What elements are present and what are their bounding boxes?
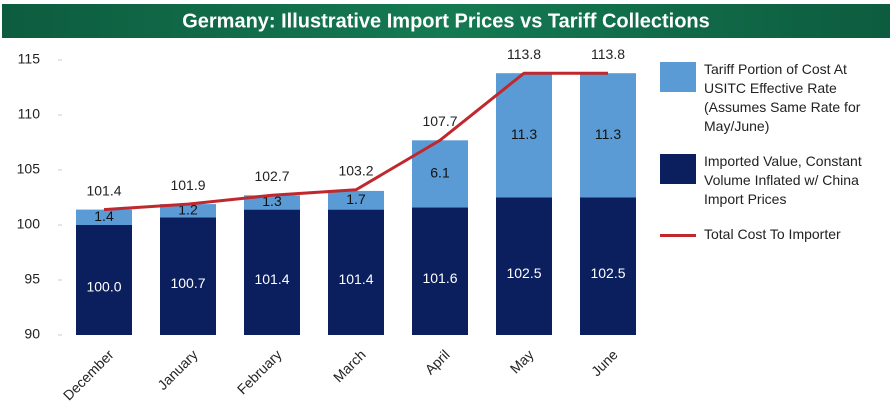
data-label: 100.7 (170, 275, 205, 291)
bar-segment (496, 197, 552, 335)
bar-segment (412, 207, 468, 335)
line-series (103, 71, 608, 212)
data-label: 101.4 (338, 271, 373, 287)
total-label: 102.7 (254, 168, 289, 184)
y-tick-label: 115 (18, 51, 41, 67)
y-tick-label: 105 (17, 161, 41, 177)
legend-item: Tariff Portion of Cost At USITC Effectiv… (660, 60, 890, 136)
y-tick-label: 90 (24, 326, 40, 342)
bar-segment (160, 217, 216, 335)
data-label: 1.4 (94, 208, 114, 224)
bar-segment (580, 73, 636, 198)
total-label: 113.8 (507, 46, 541, 62)
chart-title: Germany: Illustrative Import Prices vs T… (182, 10, 710, 32)
data-label: 102.5 (590, 265, 625, 281)
total-label: 107.7 (422, 113, 457, 129)
y-tick-label: 95 (24, 271, 40, 287)
data-label: 101.4 (254, 271, 289, 287)
x-tick-label: April (422, 346, 453, 377)
data-label: 1.7 (346, 191, 366, 207)
legend-swatch (660, 234, 696, 237)
data-label: 11.3 (595, 126, 621, 142)
legend-label: Tariff Portion of Cost At USITC Effectiv… (704, 61, 861, 134)
legend-label: Imported Value, Constant Volume Inflated… (704, 153, 862, 207)
x-tick-label: June (588, 346, 621, 379)
x-tick-label: January (154, 346, 201, 393)
data-label: 102.5 (506, 265, 541, 281)
legend-swatch (660, 154, 696, 184)
bar-segment (244, 195, 300, 210)
data-label: 11.3 (511, 126, 537, 142)
total-label: 103.2 (338, 163, 373, 179)
bar-segment (160, 204, 216, 218)
bar-segment (580, 197, 636, 335)
total-label: 101.4 (86, 182, 121, 198)
x-tick-label: March (330, 346, 369, 385)
bar-segment (76, 209, 132, 225)
bar-segment (76, 225, 132, 335)
y-tick-label: 110 (18, 106, 41, 122)
legend-item: Imported Value, Constant Volume Inflated… (660, 152, 890, 209)
legend-swatch (660, 62, 696, 92)
y-tick-label: 100 (17, 216, 41, 232)
title-bar (2, 4, 890, 38)
x-tick-label: May (507, 346, 537, 376)
data-label: 6.1 (430, 165, 450, 181)
data-label: 101.6 (422, 270, 457, 286)
bar-segment (244, 209, 300, 335)
data-label: 100.0 (86, 279, 121, 295)
total-label: 101.9 (170, 177, 205, 193)
legend-label: Total Cost To Importer (704, 226, 841, 242)
legend-item: Total Cost To Importer (660, 225, 890, 244)
bar-segment (496, 73, 552, 198)
bar-segment (328, 209, 384, 335)
legend: Tariff Portion of Cost At USITC Effectiv… (660, 60, 890, 260)
total-label: 113.8 (591, 46, 625, 62)
x-tick-label: December (60, 346, 117, 403)
x-tick-label: February (234, 346, 285, 397)
bar-segment (328, 190, 384, 210)
